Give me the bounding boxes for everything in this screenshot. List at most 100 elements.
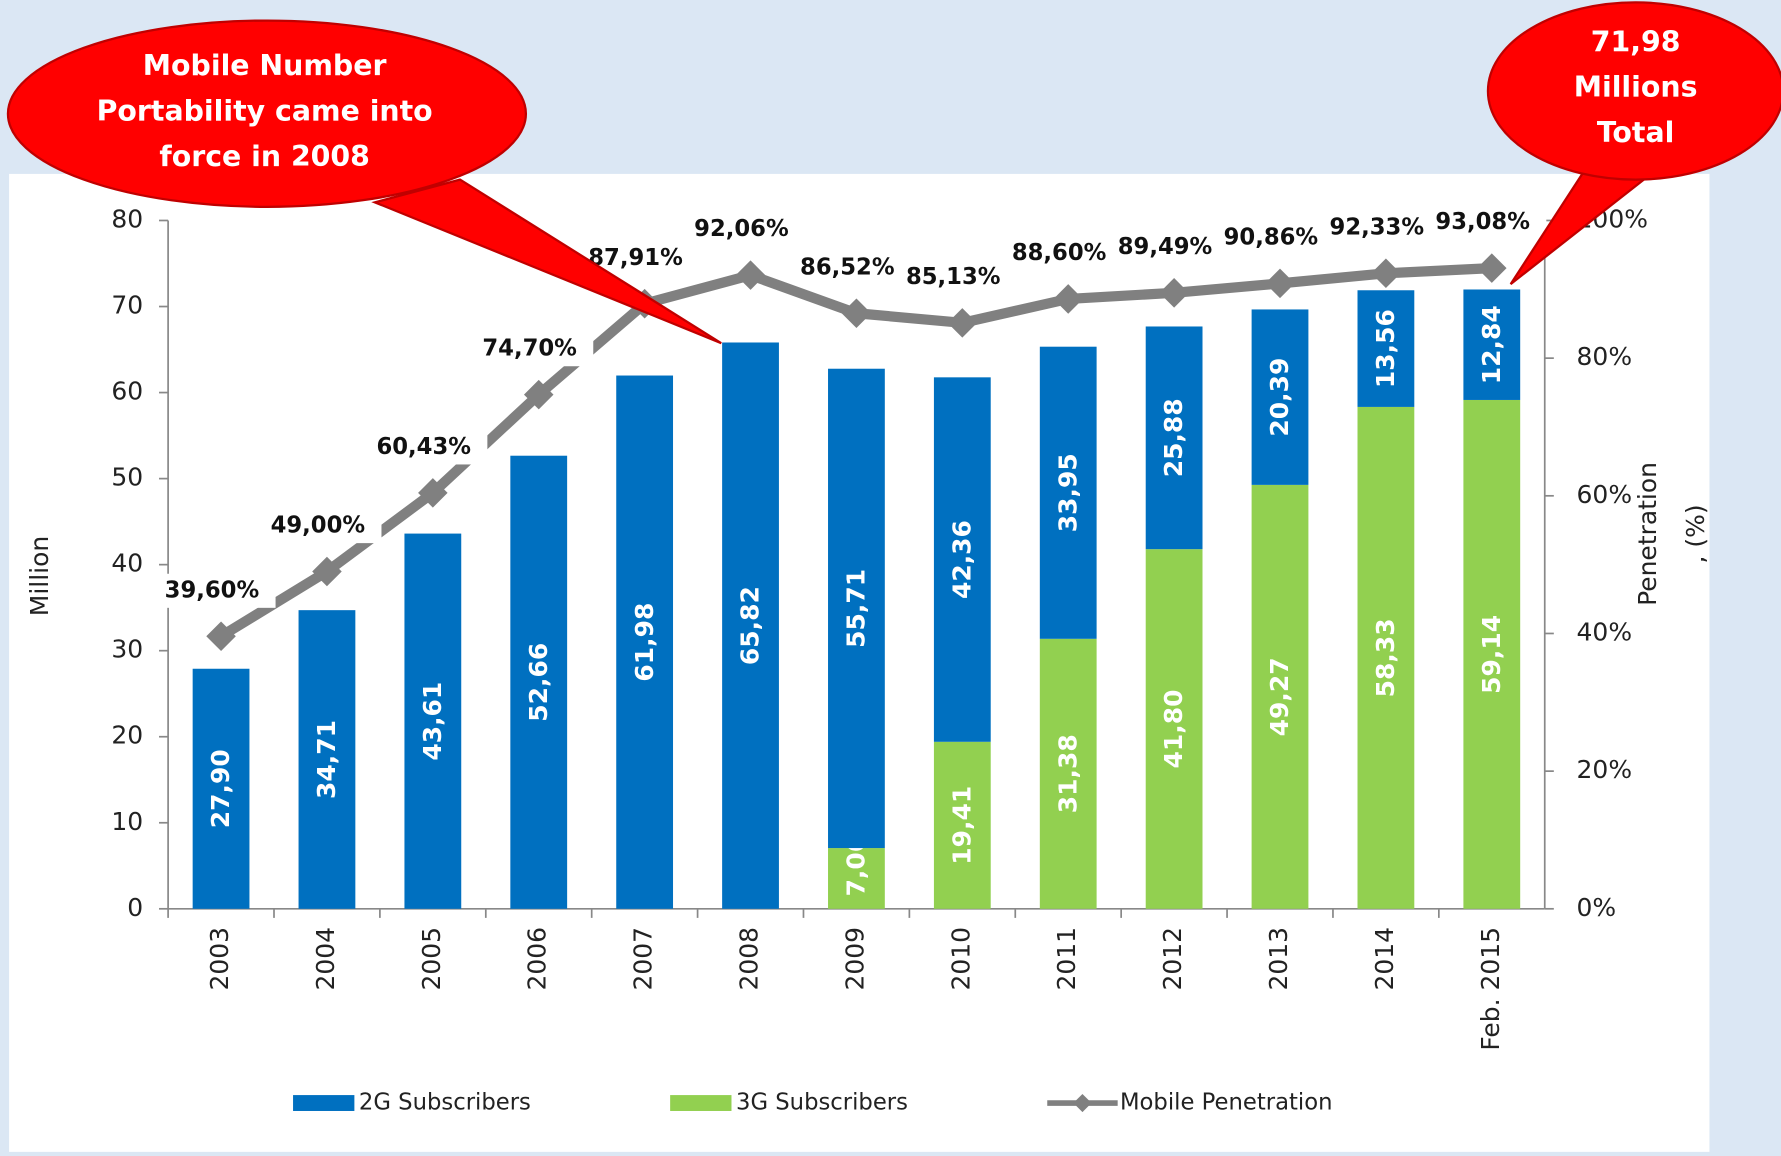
line-value-label: 88,60% [1012,240,1107,266]
callout-text: Mobile Number [143,49,387,82]
bar [933,741,991,909]
callout-text: Millions [1574,71,1698,104]
x-tick-label: 2014 [1370,927,1399,991]
y-tick-label: 30 [111,635,143,664]
label-bg [166,573,276,608]
line-value-label: 85,13% [906,264,1001,290]
label-bg [1119,230,1229,265]
y-tick-label: 10 [111,807,143,836]
bar [828,848,885,909]
y-tick-label: 70 [111,291,143,320]
legend-swatch [670,1095,732,1111]
x-tick-label: 2013 [1264,927,1293,991]
line-marker [1159,278,1189,308]
bar [404,533,462,909]
callout-text: Portability came into [97,95,433,128]
bar-value-label: 20,39 [1265,358,1294,437]
callout-text: force in 2008 [159,140,370,173]
bar-value-label: 52,66 [524,643,553,722]
y2-axis-label: Penetration [1633,462,1662,606]
line-marker [312,556,342,587]
bar-value-label: 59,14 [1477,615,1506,694]
bar-value-label: 43,61 [418,682,447,761]
bar [1463,399,1521,909]
callout [6,19,528,208]
callout-tail [371,178,722,345]
callout-text: 71,98 [1591,25,1681,58]
bar [1357,406,1415,909]
bar-value-label: 55,71 [842,569,871,648]
bar-value-label: 41,80 [1159,689,1188,768]
x-tick-label: 2006 [523,927,552,991]
bar-value-label: 49,27 [1265,657,1294,736]
x-tick-label: 2003 [205,927,234,991]
y-tick-label: 60 [111,377,143,406]
bar [1145,549,1203,909]
bar [828,368,885,849]
bar-value-label: 61,98 [630,603,659,682]
line-value-label: 49,00% [271,513,366,539]
line-value-label: 89,49% [1118,234,1213,260]
x-tick-label: 2007 [629,927,658,991]
y2-tick-label: 80% [1577,342,1633,371]
x-tick-label: 2011 [1052,927,1081,991]
line-marker [947,308,978,338]
bar-value-label: 42,36 [947,520,976,599]
x-tick-label: 2012 [1158,927,1187,991]
label-bg [801,250,911,285]
line-marker [523,379,554,410]
bar [510,455,568,909]
bar [616,375,674,909]
label-bg [590,241,700,276]
y-axis-label: Million [25,536,54,616]
label-bg [1331,210,1441,245]
bar-value-label: 27,90 [206,749,235,828]
legend-label: Mobile Penetration [1120,1090,1333,1116]
x-tick-label: 2005 [417,927,446,991]
bar-value-label: 12,84 [1477,305,1506,384]
bar [192,668,250,909]
line-value-label: 74,70% [482,336,577,362]
y2-axis-label: , (%) [1681,504,1710,563]
line-value-label: 90,86% [1224,224,1319,250]
bar-value-label: 34,71 [312,720,341,799]
legend-swatch [293,1095,355,1111]
bar-value-label: 13,56 [1371,309,1400,388]
label-bg [1013,236,1123,271]
x-tick-label: Feb. 2015 [1476,927,1505,1051]
line-marker [841,298,872,329]
y-tick-label: 20 [111,721,143,750]
legend-label: 3G Subscribers [736,1090,908,1116]
x-tick-label: 2008 [735,927,764,991]
bar [1039,638,1097,909]
y-tick-label: 80 [111,204,143,233]
line-value-label: 60,43% [376,434,471,460]
line-marker [206,621,236,651]
line-value-label: 86,52% [800,254,895,280]
label-bg [378,430,488,465]
label-bg [272,509,382,544]
callout-text: Total [1597,116,1675,149]
label-bg [1437,205,1547,240]
x-tick-label: 2004 [311,927,340,991]
bar-value-label: 19,41 [947,786,976,865]
y2-tick-label: 40% [1577,617,1633,646]
line-value-label: 87,91% [588,245,683,271]
label-bg [1225,220,1335,255]
bar [1145,326,1203,550]
bar [1251,309,1309,485]
label-bg [696,212,806,247]
bar-value-label: 25,88 [1159,398,1188,477]
y2-tick-label: 0% [1577,893,1617,922]
bar [722,342,779,909]
x-tick-label: 2010 [946,927,975,991]
y-tick-label: 40 [111,549,143,578]
bar [933,377,991,742]
bar [1039,346,1097,639]
line-marker [418,478,448,508]
x-tick-label: 2009 [840,927,869,991]
bar-value-label: 33,95 [1053,453,1082,532]
legend-label: 2G Subscribers [359,1090,531,1116]
y2-tick-label: 60% [1577,480,1633,509]
